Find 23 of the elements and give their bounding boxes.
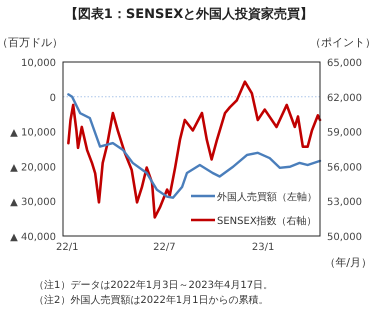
x-axis-title: （年/月） [324,256,372,269]
y-tick-label: 0 [50,92,56,104]
y-axis-title: （百万ドル） [0,36,63,49]
y-tick-label: ▲ 40,000 [10,232,56,243]
y2-tick-label: 56,000 [327,162,362,174]
y2-axis-title: （ポイント） [310,36,376,49]
x-tick-label: 22/1 [56,242,79,253]
legend-label: SENSEX指数（右軸） [217,215,317,227]
y2-tick-label: 59,000 [327,128,362,139]
text: （注1）データは2022年1月3日～2023年4月17日。 [34,279,274,291]
y-tick-label: ▲ 10,000 [10,128,56,139]
text: （注2）外国人売買額は2022年1月1日からの累積。 [34,294,269,306]
x-tick-label: 23/1 [252,242,274,253]
chart-title: 【図表1：SENSEXと外国人投資家売買】 [64,6,314,22]
y2-tick-label: 50,000 [327,232,362,243]
y-tick-label: ▲ 20,000 [10,162,56,174]
y-tick-label: ▲ 30,000 [10,197,56,208]
x-tick-label: 22/7 [153,242,176,253]
y2-tick-label: 62,000 [327,92,362,104]
y2-tick-label: 53,000 [327,197,362,208]
y-tick-label: 10,000 [21,58,56,69]
y2-tick-label: 65,000 [327,58,362,69]
legend-label: 外国人売買額（左軸） [217,191,317,203]
